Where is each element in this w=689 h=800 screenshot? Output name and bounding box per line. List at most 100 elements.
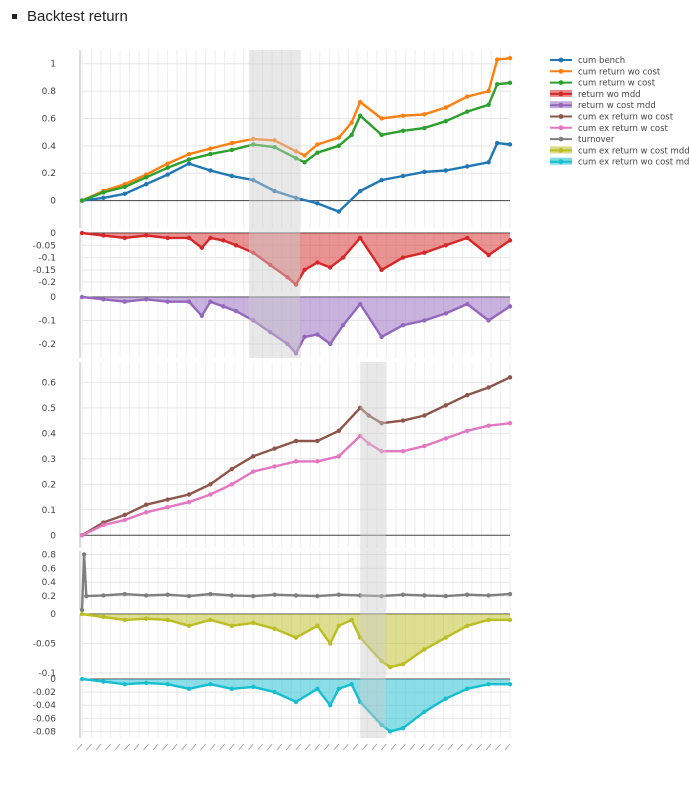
- data-point: [101, 195, 106, 201]
- x-tick-mark: [86, 743, 92, 751]
- data-point: [272, 464, 277, 469]
- data-point: [144, 181, 149, 187]
- section-heading: Backtest return: [12, 4, 128, 28]
- series-area: [82, 233, 510, 285]
- x-tick-mark: [295, 743, 302, 751]
- legend-item: cum bench: [550, 56, 625, 66]
- data-point: [186, 157, 192, 162]
- data-point: [208, 591, 213, 597]
- bullet-icon: [12, 13, 17, 19]
- data-point: [379, 334, 384, 340]
- data-point: [229, 686, 234, 692]
- legend-marker: [558, 136, 564, 142]
- data-point: [379, 722, 384, 728]
- y-tick-label: 0.6: [42, 564, 57, 574]
- y-tick-label: 0.6: [42, 378, 57, 388]
- data-point: [79, 676, 85, 682]
- data-point: [79, 294, 85, 300]
- data-point: [379, 116, 384, 121]
- panel-cum-ex-return-wo-cost-mdd: 0 -0.02 -0.04 -0.06 -0.08: [33, 675, 513, 738]
- data-point: [315, 201, 320, 206]
- y-tick-label: 0.4: [42, 578, 57, 588]
- section-title: Backtest return: [27, 7, 128, 25]
- series-line: [81, 376, 511, 537]
- series-line: [81, 57, 511, 202]
- data-point: [79, 533, 85, 538]
- x-tick-mark: [419, 743, 425, 751]
- data-point: [229, 140, 234, 146]
- data-point: [165, 172, 170, 177]
- data-point: [165, 682, 170, 687]
- x-tick-mark: [133, 743, 140, 751]
- data-point: [443, 243, 448, 248]
- data-point: [443, 436, 448, 441]
- data-point: [443, 403, 448, 408]
- data-point: [221, 238, 226, 243]
- data-point: [101, 614, 106, 620]
- data-point: [251, 250, 256, 255]
- panel-turnover: 0.2 0.4 0.6 0.8: [42, 550, 513, 613]
- data-point: [293, 195, 299, 201]
- x-tick-mark: [152, 743, 159, 751]
- data-point: [358, 699, 363, 705]
- data-point: [486, 593, 491, 598]
- data-point: [208, 299, 213, 304]
- data-point: [366, 441, 371, 446]
- data-point: [122, 184, 128, 190]
- y-tick-label: 0: [50, 531, 56, 541]
- data-point: [400, 255, 406, 260]
- data-point: [486, 682, 491, 687]
- y-tick-label: 0: [50, 610, 56, 620]
- data-point: [208, 235, 213, 241]
- series-line: [81, 141, 511, 213]
- data-point: [358, 433, 363, 439]
- data-point: [349, 120, 354, 125]
- y-tick-label: 0.1: [42, 506, 56, 516]
- legend-label: cum ex return wo cost mdd: [578, 158, 689, 168]
- data-point: [293, 593, 299, 598]
- series-line: [81, 231, 511, 286]
- x-tick-mark: [371, 743, 378, 751]
- data-point: [336, 143, 341, 149]
- data-point: [486, 160, 491, 165]
- y-tick-label: -0.04: [33, 701, 57, 711]
- panel-cum-return: 0 0.2 0.4 0.6 0.8 1: [42, 50, 513, 228]
- data-point: [336, 135, 341, 140]
- data-point: [208, 482, 213, 487]
- series-line: [81, 422, 511, 537]
- legend-item: cum return wo cost: [550, 67, 661, 77]
- legend-item: cum ex return w cost mdd: [550, 146, 689, 156]
- data-point: [340, 255, 346, 260]
- x-tick-mark: [190, 743, 197, 751]
- data-point: [486, 385, 491, 390]
- y-tick-label: 0: [50, 197, 56, 207]
- data-point: [272, 446, 277, 451]
- legend-label: return w cost mdd: [578, 101, 656, 111]
- data-point: [507, 375, 513, 380]
- data-point: [349, 682, 354, 687]
- x-tick-mark: [476, 743, 482, 751]
- y-tick-label: 0.2: [42, 480, 56, 490]
- data-point: [358, 113, 363, 118]
- y-tick-label: 0.8: [42, 87, 57, 97]
- data-point: [315, 459, 320, 464]
- data-point: [507, 591, 513, 597]
- data-point: [443, 168, 448, 173]
- data-point: [328, 265, 333, 270]
- data-point: [208, 492, 213, 497]
- data-point: [272, 626, 277, 631]
- series-line: [81, 295, 511, 355]
- data-point: [465, 392, 470, 398]
- data-point: [400, 113, 406, 118]
- x-tick-mark: [390, 743, 397, 751]
- y-tick-label: -0.15: [33, 266, 56, 276]
- data-point: [199, 245, 205, 250]
- legend-label: turnover: [578, 135, 615, 145]
- x-tick-mark: [238, 743, 244, 751]
- data-point: [165, 497, 170, 502]
- data-point: [165, 161, 170, 166]
- data-point: [165, 235, 170, 241]
- data-point: [465, 301, 470, 307]
- data-point: [302, 153, 307, 158]
